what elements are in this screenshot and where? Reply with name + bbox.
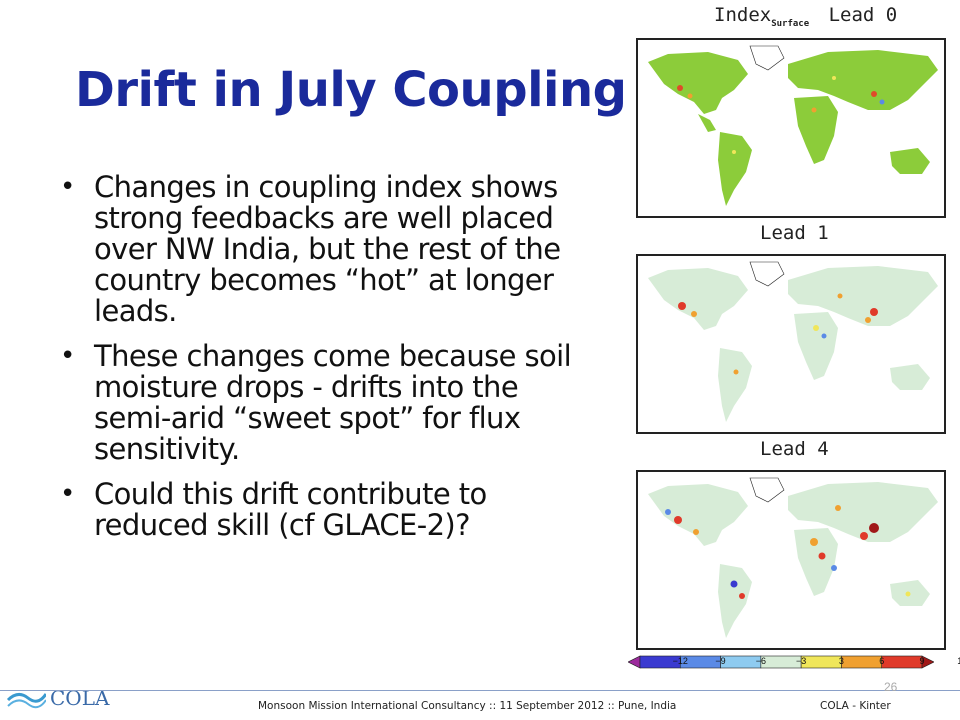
map-label-lead1: Lead 1 [760,222,829,244]
colorbar-tick-label: 9 [919,656,925,666]
colorbar-tick-label: −3 [796,656,807,666]
footer-text: Monsoon Mission International Consultanc… [258,700,677,712]
world-map-image [638,472,944,648]
map-label-lead4: Lead 4 [760,438,829,460]
world-map-image [638,256,944,432]
bullet-item: Could this drift contribute to reduced s… [58,479,598,541]
slide-title: Drift in July Coupling [75,62,627,118]
bullet-item: Changes in coupling index shows strong f… [58,172,598,327]
bullet-item: These changes come because soil moisture… [58,341,598,465]
colorbar-tick-label: 6 [879,656,885,666]
colorbar-tick-label: −12 [672,656,688,666]
colorbar-tick-label: 3 [838,656,844,666]
colorbar-tick-label: −6 [755,656,766,666]
map-label-lead0: IndexSurface Lead 0 [714,4,897,29]
page-number: 26 [884,680,898,694]
colorbar-segment [921,655,935,669]
colorbar-tick-label: −9 [715,656,726,666]
lead-label: Lead 0 [828,4,898,26]
map-lead4 [636,470,946,650]
cola-logo: COLA [6,680,126,718]
index-subscript: Surface [771,18,810,29]
footer-divider [0,690,960,691]
logo-wave-icon [6,693,48,709]
map-lead1 [636,254,946,434]
index-label: Index [714,4,772,26]
map-lead0 [636,38,946,218]
colorbar [627,655,935,669]
colorbar-scale [627,655,935,669]
world-map-image [638,40,944,216]
colorbar-tick-label: 12 [957,656,960,666]
footer-author: COLA - Kinter [820,700,891,712]
bullet-list: Changes in coupling index shows strong f… [58,172,598,555]
colorbar-segment [627,655,641,669]
